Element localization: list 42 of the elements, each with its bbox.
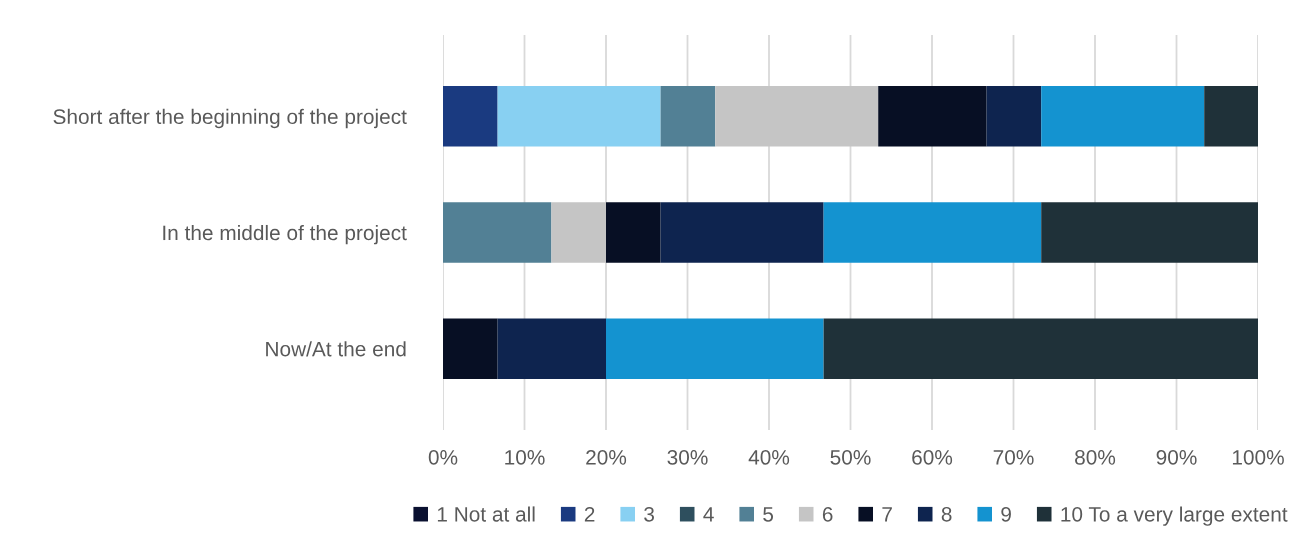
- bar: [443, 202, 552, 263]
- bar: [878, 86, 987, 147]
- y-tick-label: Now/At the end: [266, 341, 406, 357]
- bar: [1041, 86, 1205, 147]
- bar: [443, 86, 498, 147]
- legend-label: 2: [584, 506, 595, 522]
- bar: [551, 202, 606, 263]
- legend-label: 6: [822, 506, 833, 522]
- x-tick-label: 60%: [912, 449, 953, 465]
- bar: [660, 86, 716, 147]
- legend-label: 8: [941, 506, 952, 522]
- bar: [1041, 202, 1258, 263]
- bar: [823, 202, 1042, 263]
- bar: [715, 86, 879, 147]
- bar: [497, 318, 606, 379]
- x-tick-label: 20%: [586, 449, 627, 465]
- legend-label: 1 Not at all: [437, 506, 535, 522]
- bar: [823, 318, 1258, 379]
- legend-label: 4: [703, 507, 714, 522]
- legend-label: 9: [1001, 506, 1011, 522]
- bar: [497, 86, 661, 147]
- bar: [606, 318, 824, 379]
- y-tick-label: In the middle of the project: [163, 224, 407, 245]
- bar: [606, 202, 661, 263]
- x-tick-label: 100%: [1232, 449, 1284, 465]
- x-tick-label: 30%: [667, 449, 708, 465]
- x-tick-label: 0%: [428, 449, 458, 465]
- x-tick-label: 50%: [830, 449, 871, 465]
- x-tick-label: 90%: [1156, 449, 1197, 465]
- x-tick-label: 40%: [748, 449, 790, 465]
- bar: [660, 202, 824, 263]
- x-tick-label: 70%: [993, 449, 1034, 465]
- legend-label: 10 To a very large extent: [1061, 506, 1288, 526]
- y-tick-label: Short after the beginning of the project: [53, 108, 407, 129]
- x-tick-label: 10%: [505, 449, 545, 465]
- bar: [986, 86, 1042, 147]
- bar: [443, 318, 498, 379]
- legend-label: 7: [882, 507, 892, 522]
- bar: [1204, 86, 1258, 147]
- legend-label: 3: [644, 506, 654, 522]
- legend-label: 5: [763, 507, 774, 522]
- x-tick-label: 80%: [1075, 449, 1116, 465]
